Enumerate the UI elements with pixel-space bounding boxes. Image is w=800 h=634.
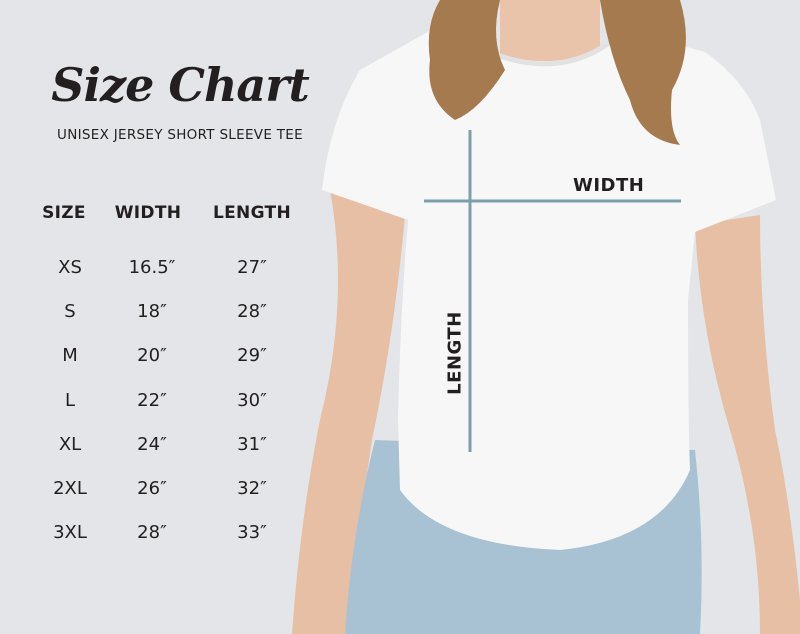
cell-size: XS [58, 257, 82, 278]
cell-length: 31″ [237, 433, 267, 455]
cell-size: XL [58, 433, 82, 455]
cell-width: 22″ [137, 389, 167, 411]
cell-length: 33″ [237, 522, 267, 544]
cell-width: 24″ [137, 433, 167, 455]
right-arm [695, 215, 800, 634]
cell-length: 27″ [237, 257, 267, 278]
t-shirt [322, 25, 776, 550]
neck [500, 0, 600, 70]
cell-length: 29″ [237, 345, 267, 367]
cell-width: 18″ [137, 301, 167, 323]
chart-title: Size Chart [51, 58, 309, 112]
width-label: WIDTH [573, 175, 645, 196]
cell-width: 26″ [137, 478, 167, 499]
cell-width: 28″ [137, 522, 167, 544]
cell-size: S [64, 301, 76, 323]
cell-length: 28″ [237, 301, 267, 323]
cell-width: 20″ [137, 345, 167, 367]
chart-subtitle: UNISEX JERSEY SHORT SLEEVE TEE [57, 127, 303, 143]
header-size: SIZE [42, 203, 86, 223]
cell-size: L [64, 389, 76, 411]
hair [428, 0, 505, 120]
cell-width: 16.5″ [128, 257, 176, 278]
cell-length: 32″ [237, 478, 267, 499]
cell-size: M [62, 345, 78, 367]
length-label: LENGTH [444, 311, 466, 395]
header-length: LENGTH [213, 203, 291, 223]
left-arm [292, 190, 405, 634]
header-width: WIDTH [114, 203, 182, 223]
cell-length: 30″ [237, 389, 267, 411]
cell-size: 3XL [53, 522, 87, 544]
hair [600, 0, 686, 145]
cell-size: 2XL [53, 478, 87, 499]
